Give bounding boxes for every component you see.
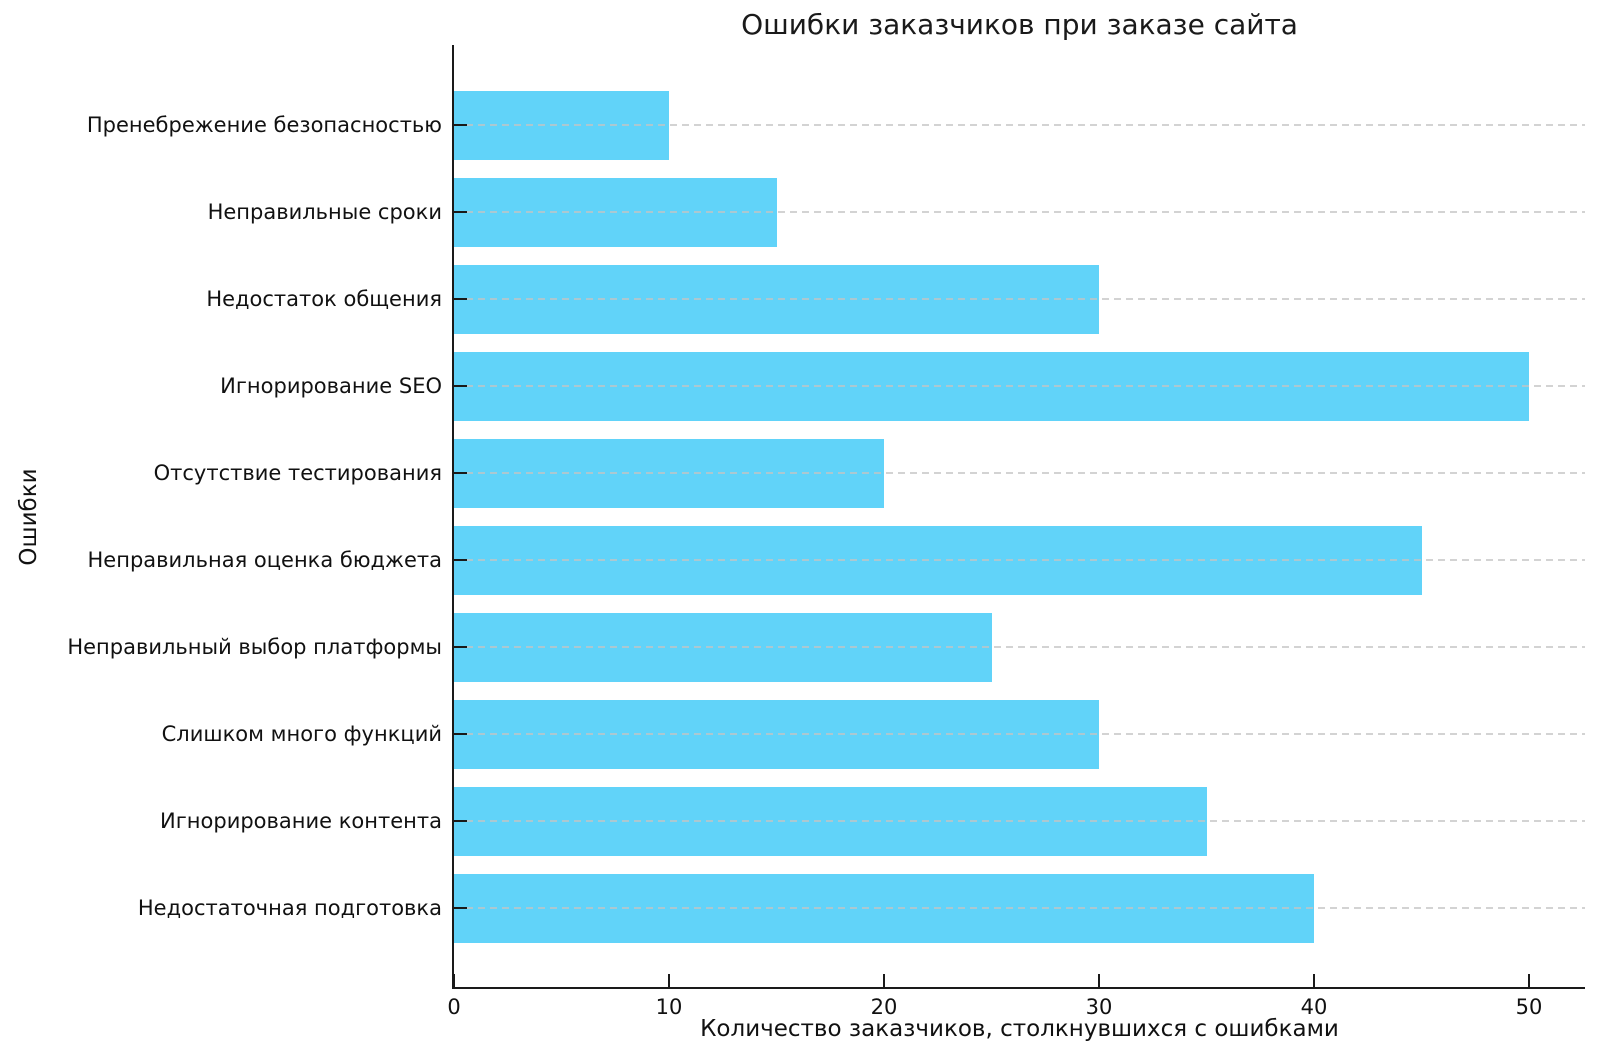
- x-tick-label: 40: [1300, 995, 1328, 1019]
- gridline: [454, 733, 1585, 735]
- gridline: [454, 907, 1585, 909]
- gridline: [454, 472, 1585, 474]
- x-tick-label: 50: [1515, 995, 1543, 1019]
- gridline: [454, 124, 1585, 126]
- gridline: [454, 820, 1585, 822]
- y-tick-label: Недостаток общения: [206, 287, 442, 311]
- y-tick: [454, 298, 467, 300]
- y-tick: [454, 820, 467, 822]
- y-tick-label: Отсутствие тестирования: [153, 461, 442, 485]
- y-tick: [454, 646, 467, 648]
- x-tick: [453, 974, 455, 987]
- y-tick: [454, 211, 467, 213]
- x-tick: [883, 974, 885, 987]
- gridline: [454, 298, 1585, 300]
- y-tick: [454, 124, 467, 126]
- x-tick: [1528, 974, 1530, 987]
- y-tick: [454, 559, 467, 561]
- x-axis-title: Количество заказчиков, столкнувшихся с о…: [700, 1016, 1339, 1042]
- x-tick: [668, 974, 670, 987]
- y-tick: [454, 733, 467, 735]
- y-tick-label: Игнорирование контента: [160, 809, 442, 833]
- gridline: [454, 385, 1585, 387]
- x-tick: [1313, 974, 1315, 987]
- y-tick-label: Неправильный выбор платформы: [67, 635, 442, 659]
- chart-title: Ошибки заказчиков при заказе сайта: [741, 8, 1298, 41]
- y-tick-label: Недостаточная подготовка: [137, 896, 442, 920]
- y-axis-title: Ошибки: [16, 468, 42, 566]
- y-tick-label: Слишком много функций: [161, 722, 442, 746]
- y-tick-label: Игнорирование SEO: [220, 374, 442, 398]
- y-tick: [454, 907, 467, 909]
- x-tick-label: 10: [655, 995, 683, 1019]
- y-tick-label: Неправильная оценка бюджета: [87, 548, 442, 572]
- y-tick-label: Пренебрежение безопасностью: [86, 113, 442, 137]
- x-tick: [1098, 974, 1100, 987]
- x-axis-line: [452, 987, 1585, 989]
- x-tick-label: 20: [870, 995, 898, 1019]
- gridline: [454, 559, 1585, 561]
- y-tick-label: Неправильные сроки: [207, 200, 442, 224]
- y-tick: [454, 385, 467, 387]
- x-tick-label: 30: [1085, 995, 1113, 1019]
- y-axis-line: [452, 45, 454, 989]
- gridline: [454, 211, 1585, 213]
- plot-area: Пренебрежение безопасностью Неправильные …: [67, 45, 1585, 1019]
- y-tick: [454, 472, 467, 474]
- gridline: [454, 646, 1585, 648]
- x-tick-label: 0: [447, 995, 461, 1019]
